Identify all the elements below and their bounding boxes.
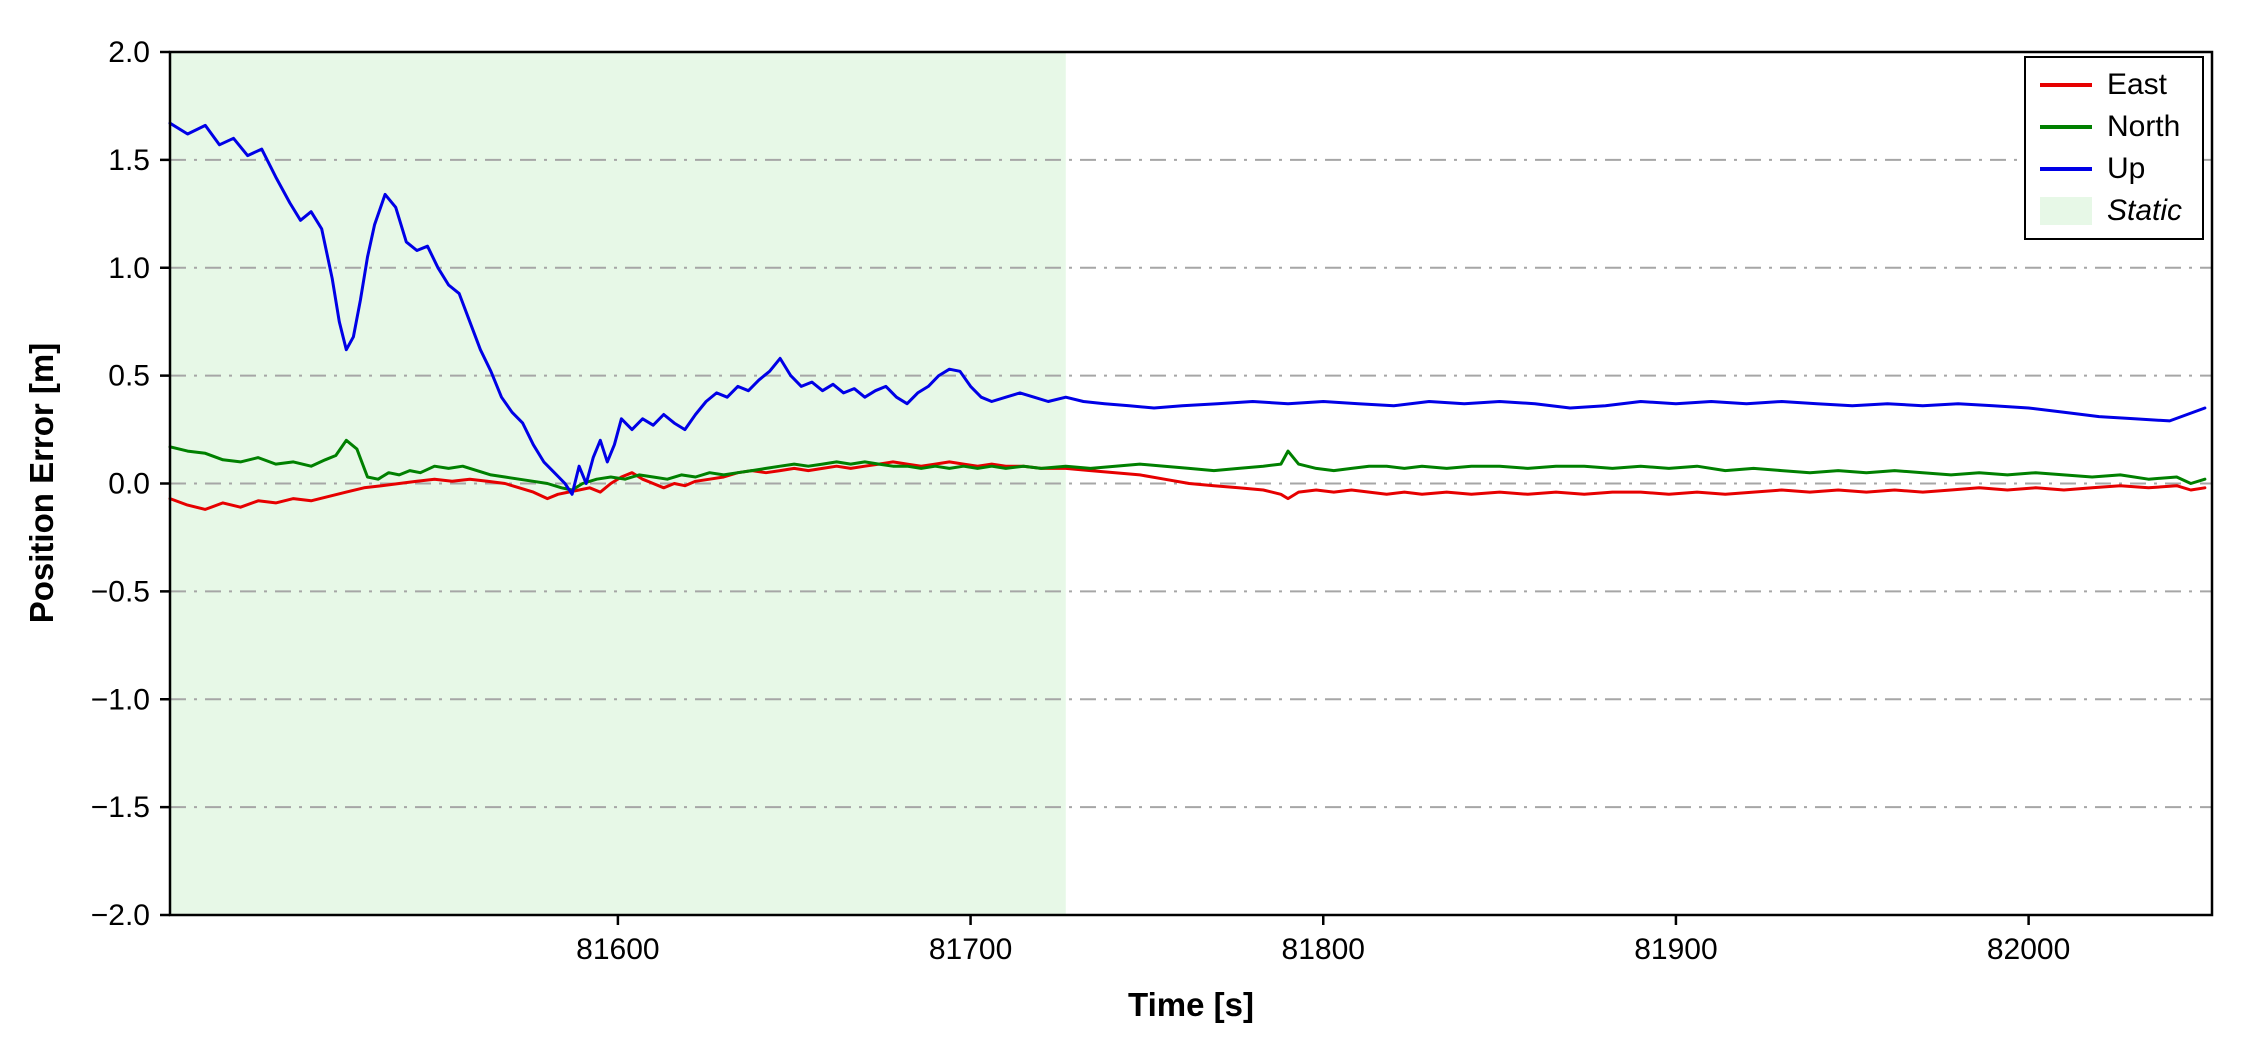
- svg-text:82000: 82000: [1987, 933, 2070, 966]
- svg-text:81800: 81800: [1282, 933, 1365, 966]
- up-line-swatch-icon: [2039, 167, 2092, 171]
- static-region-swatch-icon: [2039, 197, 2092, 225]
- svg-text:81900: 81900: [1634, 933, 1717, 966]
- legend-item-static: Static: [2039, 192, 2182, 230]
- legend: East North Up Static: [2023, 56, 2204, 240]
- north-line-swatch-icon: [2039, 125, 2092, 129]
- legend-item-up: Up: [2039, 150, 2182, 188]
- svg-text:−0.5: −0.5: [91, 575, 150, 608]
- legend-label-up: Up: [2106, 152, 2146, 185]
- east-line-swatch-icon: [2039, 83, 2092, 87]
- legend-item-east: East: [2039, 66, 2182, 104]
- legend-label-north: North: [2106, 110, 2181, 143]
- svg-text:−1.0: −1.0: [91, 683, 150, 716]
- legend-item-north: North: [2039, 108, 2182, 146]
- svg-text:−1.5: −1.5: [91, 791, 150, 824]
- svg-text:0.5: 0.5: [108, 360, 150, 393]
- legend-label-static: Static: [2106, 194, 2182, 227]
- y-axis-label: Position Error [m]: [23, 342, 60, 624]
- svg-text:0.0: 0.0: [108, 468, 150, 501]
- svg-text:81700: 81700: [929, 933, 1012, 966]
- x-axis-label: Time [s]: [1128, 986, 1254, 1023]
- svg-text:81600: 81600: [576, 933, 659, 966]
- svg-text:−2.0: −2.0: [91, 899, 150, 932]
- legend-label-east: East: [2106, 68, 2167, 101]
- svg-text:1.0: 1.0: [108, 252, 150, 285]
- svg-text:2.0: 2.0: [108, 36, 150, 69]
- svg-text:1.5: 1.5: [108, 144, 150, 177]
